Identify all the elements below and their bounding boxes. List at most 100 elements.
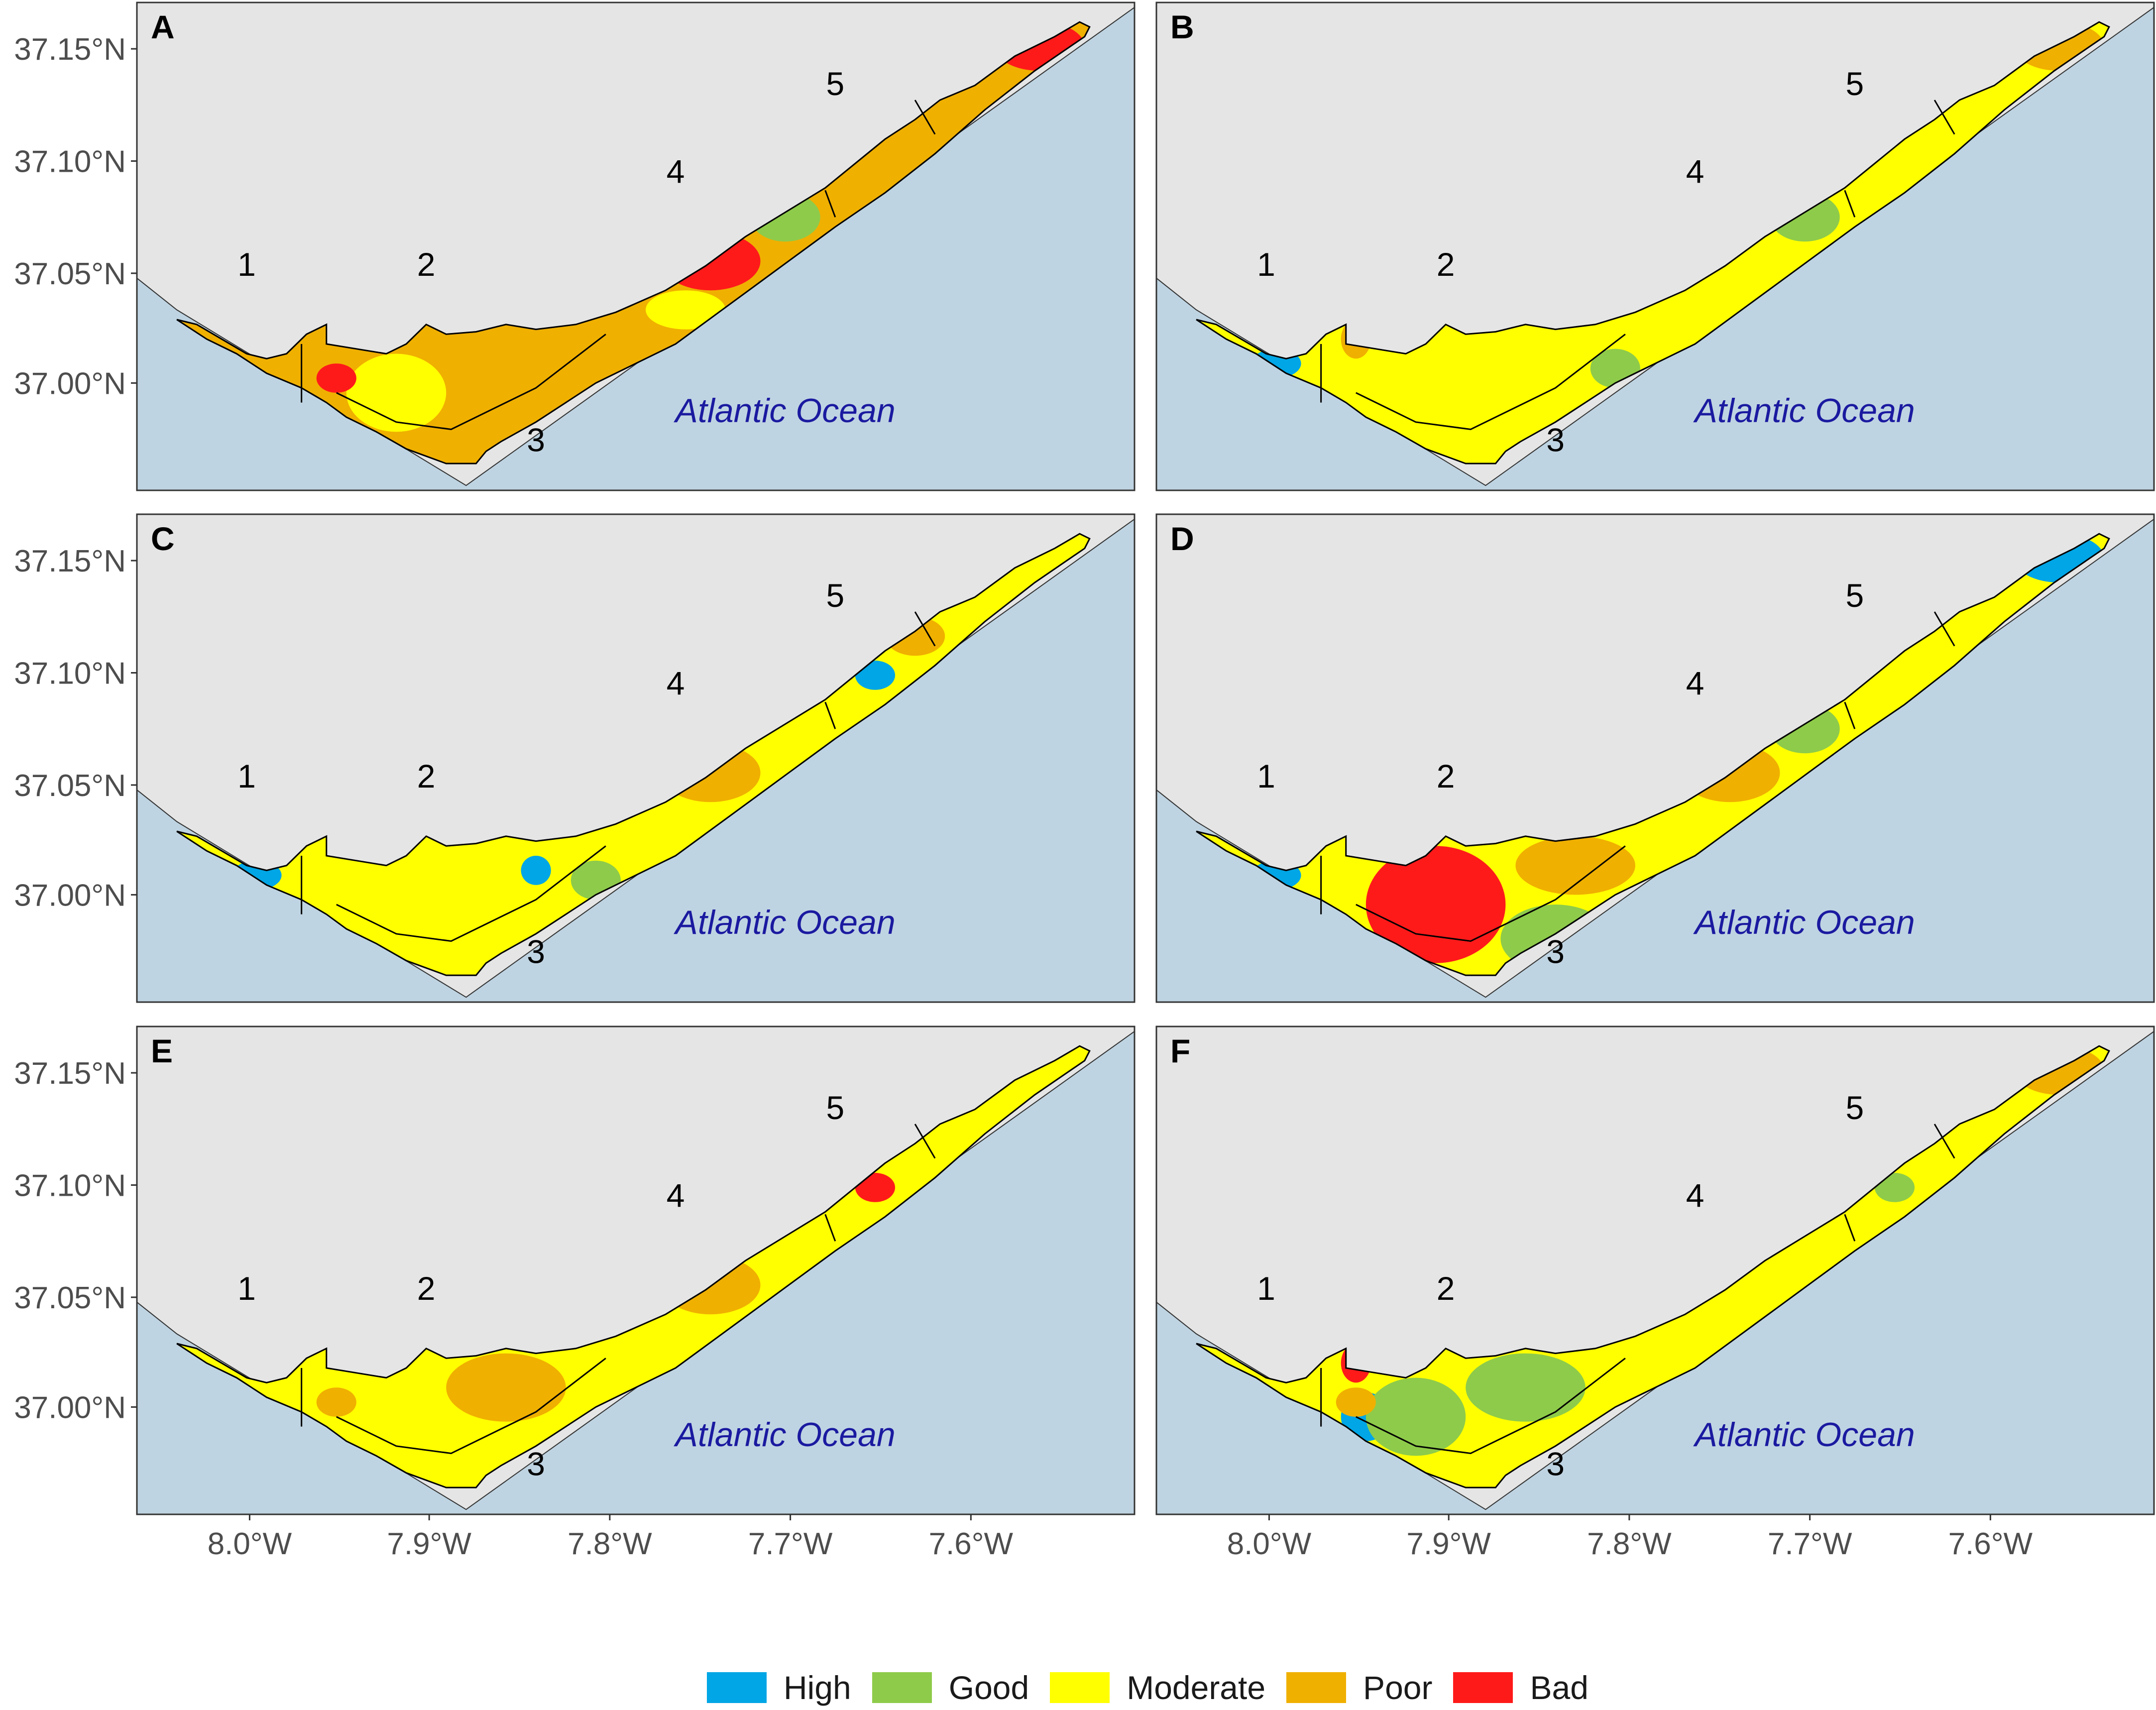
lon-tick-label: 8.0°W xyxy=(1227,1527,1312,1561)
legend-swatch-high xyxy=(707,1672,767,1703)
patch-good xyxy=(1466,1353,1586,1422)
zone-divider xyxy=(914,611,936,647)
zone-divider xyxy=(1844,701,1856,729)
lat-tick-label: 37.00°N xyxy=(14,878,126,912)
patch-moderate xyxy=(346,353,447,432)
panel-frame xyxy=(136,513,1135,1003)
panel-body: 1 2 3 4 5 Atlantic Ocean A 37.00°N 37.05°N 37.10°… xyxy=(14,1,1135,491)
legend-swatch-moderate xyxy=(1050,1672,1110,1703)
zone-number-2: 2 xyxy=(417,246,436,283)
lagoon-outline xyxy=(176,533,1091,976)
lon-tick-label: 7.6°W xyxy=(929,1527,1014,1561)
legend-item-bad: Bad xyxy=(1453,1669,1589,1707)
zone-number-2: 2 xyxy=(1437,1270,1455,1307)
lagoon-base xyxy=(177,22,1090,464)
zone-number-1: 1 xyxy=(237,246,256,283)
zone-number-1: 1 xyxy=(1257,1270,1275,1307)
lagoon-outline xyxy=(1196,533,2110,976)
zone-number-1: 1 xyxy=(237,1270,256,1307)
map-panel-d: 1 2 3 4 5 Atlantic Ocean D xyxy=(1155,513,2155,1003)
legend: High Good Moderate Poor Bad xyxy=(707,1665,1609,1710)
zone-divider xyxy=(1844,1214,1856,1242)
patch-good xyxy=(1365,1377,1466,1456)
zone-number-5: 5 xyxy=(826,65,844,102)
ocean-label: Atlantic Ocean xyxy=(673,904,895,941)
lat-tick-label: 37.05°N xyxy=(14,257,126,291)
ocean-label: Atlantic Ocean xyxy=(1693,904,1915,941)
lat-tick-label: 37.10°N xyxy=(14,1169,126,1203)
patch-poor xyxy=(1515,836,1635,895)
zone-divider xyxy=(1933,611,1955,647)
panel-tag-c: C xyxy=(151,520,175,557)
lat-tick-label: 37.15°N xyxy=(14,1056,126,1091)
zone-number-1: 1 xyxy=(1257,758,1275,795)
lat-tick-label: 37.15°N xyxy=(14,544,126,578)
legend-label-moderate: Moderate xyxy=(1127,1669,1266,1706)
patch-moderate xyxy=(646,290,726,330)
map-panel-f: 1 2 3 4 5 Atlantic Ocean F 8.0°W 7.9°W 7.8°W 7.7°W… xyxy=(1155,1026,2155,1561)
panel-tag-d: D xyxy=(1170,520,1194,557)
lat-tick-label: 37.15°N xyxy=(14,32,126,67)
panel-body: 1 2 3 4 5 Atlantic Ocean F 8.0°W 7.9°W 7.8°W 7.7°W… xyxy=(1155,1026,2155,1561)
panel-body: 1 2 3 4 5 Atlantic Ocean C 37.00°N 37.05°N 37.10°… xyxy=(14,513,1135,1003)
zone-divider xyxy=(824,701,836,729)
map-panel-b: 1 2 3 4 5 Atlantic Ocean B xyxy=(1155,1,2155,491)
zone-number-1: 1 xyxy=(1257,246,1275,283)
panel-tag-a: A xyxy=(151,8,175,45)
lon-tick-label: 7.7°W xyxy=(1768,1527,1852,1561)
zone-divider xyxy=(336,334,606,431)
zone-divider xyxy=(336,845,606,942)
patch-bad xyxy=(316,363,356,393)
zone-number-3: 3 xyxy=(1546,1446,1565,1482)
ocean-label: Atlantic Ocean xyxy=(1693,392,1915,430)
lat-tick-label: 37.10°N xyxy=(14,657,126,691)
lagoon-outline xyxy=(176,21,1091,464)
zone-divider xyxy=(824,190,836,218)
zone-divider xyxy=(1933,100,1955,135)
ocean-label: Atlantic Ocean xyxy=(673,392,895,430)
legend-label-high: High xyxy=(784,1669,851,1706)
zone-number-4: 4 xyxy=(1686,153,1704,190)
panel-frame xyxy=(1155,1,2155,491)
zone-number-5: 5 xyxy=(826,577,844,614)
zone-number-5: 5 xyxy=(1845,1089,1864,1126)
lon-tick-label: 7.9°W xyxy=(1406,1527,1491,1561)
map-panel-e: 1 2 3 4 5 Atlantic Ocean E 37.00°N 37.05°N 37.10°… xyxy=(14,1026,1135,1561)
legend-label-bad: Bad xyxy=(1530,1669,1589,1706)
lagoon-base xyxy=(177,534,1090,976)
zone-divider xyxy=(1844,190,1856,218)
zone-divider xyxy=(824,1214,836,1242)
zone-divider xyxy=(1356,845,1626,942)
patch-poor xyxy=(1336,1387,1376,1417)
panel-tag-b: B xyxy=(1170,8,1194,45)
zone-number-4: 4 xyxy=(1686,1177,1704,1214)
legend-item-good: Good xyxy=(872,1669,1029,1707)
panel-body: 1 2 3 4 5 Atlantic Ocean D xyxy=(1155,513,2155,1003)
lagoon-outline xyxy=(176,1045,1091,1488)
zone-divider xyxy=(914,1124,936,1159)
patch-high xyxy=(521,856,551,885)
patch-poor xyxy=(316,1387,356,1417)
lat-tick-label: 37.00°N xyxy=(14,1390,126,1425)
lon-tick-label: 7.7°W xyxy=(748,1527,833,1561)
zone-number-3: 3 xyxy=(527,933,545,970)
legend-item-moderate: Moderate xyxy=(1050,1669,1265,1707)
panel-frame xyxy=(136,1,1135,491)
zone-divider xyxy=(1933,1124,1955,1159)
zone-number-5: 5 xyxy=(1845,577,1864,614)
patch-bad xyxy=(1365,846,1506,963)
zone-number-4: 4 xyxy=(667,1177,685,1214)
legend-label-good: Good xyxy=(948,1669,1029,1706)
lat-tick-label: 37.05°N xyxy=(14,769,126,803)
zone-divider xyxy=(1356,334,1626,431)
panel-frame xyxy=(136,1026,1135,1515)
ocean-label: Atlantic Ocean xyxy=(1693,1416,1915,1454)
legend-label-poor: Poor xyxy=(1363,1669,1433,1706)
ocean-label: Atlantic Ocean xyxy=(673,1416,895,1454)
lat-tick-label: 37.05°N xyxy=(14,1281,126,1315)
panel-body: 1 2 3 4 5 Atlantic Ocean B xyxy=(1155,1,2155,491)
lagoon-base xyxy=(1196,22,2109,464)
patch-poor xyxy=(446,1353,566,1422)
lagoon-base xyxy=(1196,1046,2109,1488)
